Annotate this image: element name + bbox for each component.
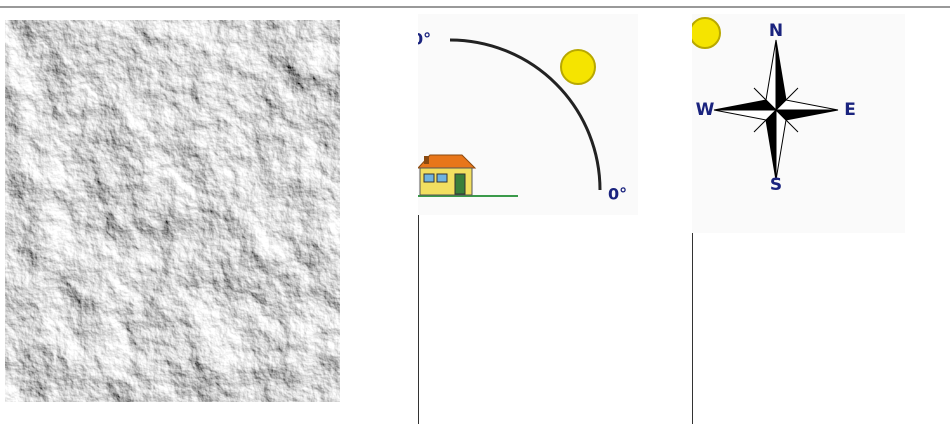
house bbox=[418, 154, 477, 196]
hillshade-image bbox=[5, 14, 365, 424]
west-label: W bbox=[696, 100, 715, 120]
altitude-arc bbox=[449, 38, 602, 191]
altitude-diagram: 0° 0° bbox=[412, 14, 638, 215]
east-label: E bbox=[844, 100, 856, 120]
altitude-top-label: 0° bbox=[412, 30, 431, 49]
compass-image: N W E S bbox=[692, 14, 905, 233]
altitude-right-label: 0° bbox=[608, 185, 627, 204]
north-label: N bbox=[769, 21, 783, 41]
sun bbox=[692, 17, 721, 49]
compass-rose bbox=[713, 39, 839, 181]
south-label: S bbox=[770, 175, 782, 195]
sun bbox=[560, 49, 596, 85]
